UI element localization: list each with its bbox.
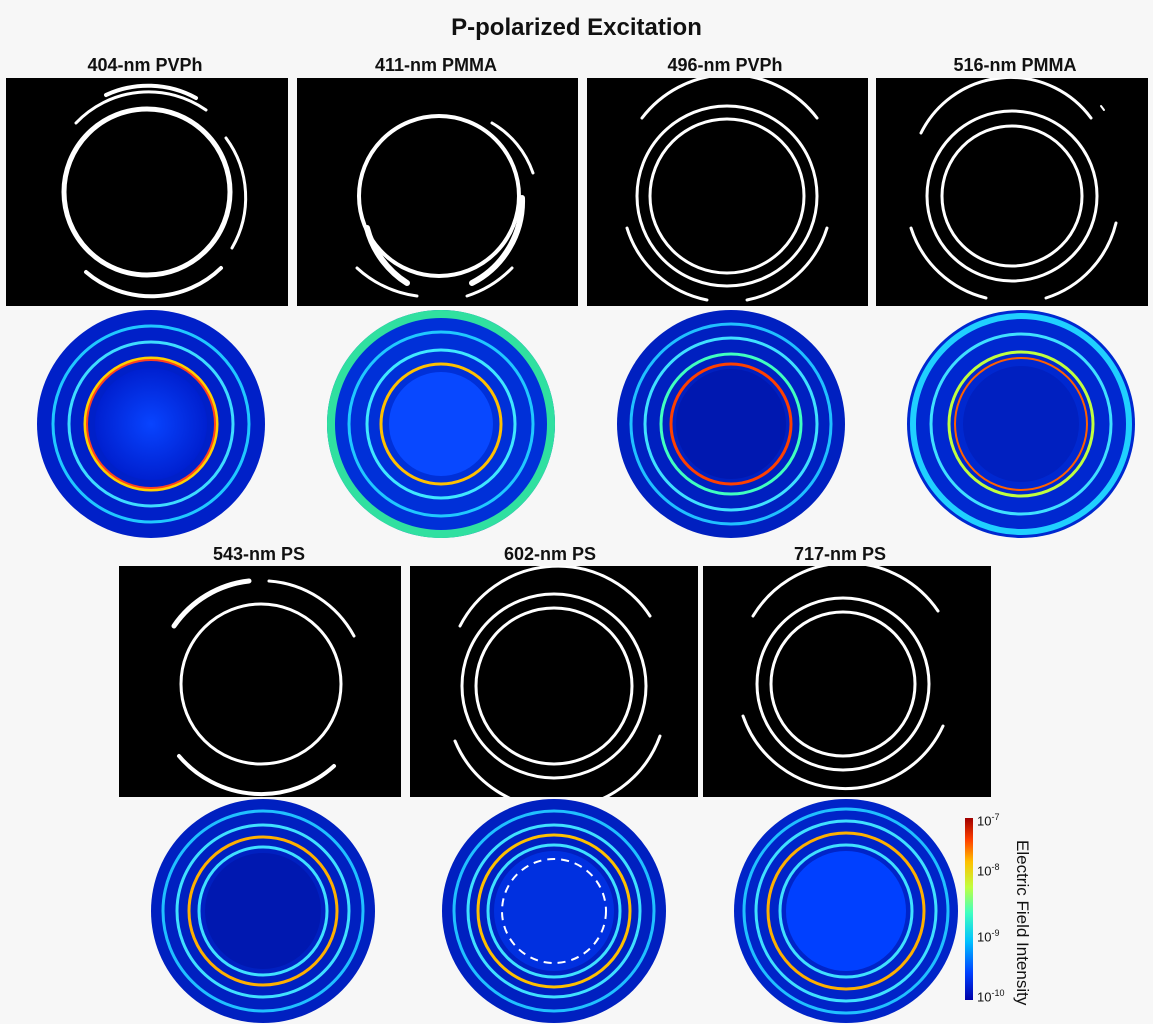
colorbar-tick-1e-10: 10-10 <box>977 988 1005 1005</box>
field-map-602-nm-ps <box>441 798 667 1024</box>
micrograph-496-nm-pvph <box>587 78 868 306</box>
colorbar-gradient <box>965 818 973 1000</box>
panel-label-516-nm-pmma: 516-nm PMMA <box>953 55 1077 75</box>
field-map-543-nm-ps <box>150 798 376 1024</box>
micrograph-404-nm-pvph <box>6 78 288 306</box>
colorbar <box>965 818 973 1005</box>
panel-label-404-nm-pvph: 404-nm PVPh <box>87 55 203 75</box>
figure-title: P-polarized Excitation <box>451 14 702 41</box>
panel-label-602-nm-ps: 602-nm PS <box>503 544 597 564</box>
micrograph-602-nm-ps <box>410 566 698 797</box>
panel-label-496-nm-pvph: 496-nm PVPh <box>667 55 783 75</box>
micrograph-411-nm-pmma <box>297 78 578 306</box>
field-map-404-nm-pvph <box>35 308 267 540</box>
micrograph-717-nm-ps <box>703 566 991 797</box>
micrograph-543-nm-ps <box>119 566 401 797</box>
colorbar-tick-1e-7: 10-7 <box>977 812 1000 829</box>
field-map-411-nm-pmma <box>325 308 557 540</box>
field-map-516-nm-pmma <box>905 308 1137 540</box>
panel-label-717-nm-ps: 717-nm PS <box>793 544 887 564</box>
micrograph-516-nm-pmma <box>876 78 1148 306</box>
field-map-717-nm-ps <box>733 798 959 1024</box>
field-map-496-nm-pvph <box>615 308 847 540</box>
panel-label-411-nm-pmma: 411-nm PMMA <box>374 55 498 75</box>
colorbar-tick-1e-8: 10-8 <box>977 862 1000 879</box>
panel-label-543-nm-ps: 543-nm PS <box>212 544 306 564</box>
colorbar-tick-1e-9: 10-9 <box>977 928 1000 945</box>
colorbar-title: Electric Field Intensity <box>1013 840 1032 1006</box>
